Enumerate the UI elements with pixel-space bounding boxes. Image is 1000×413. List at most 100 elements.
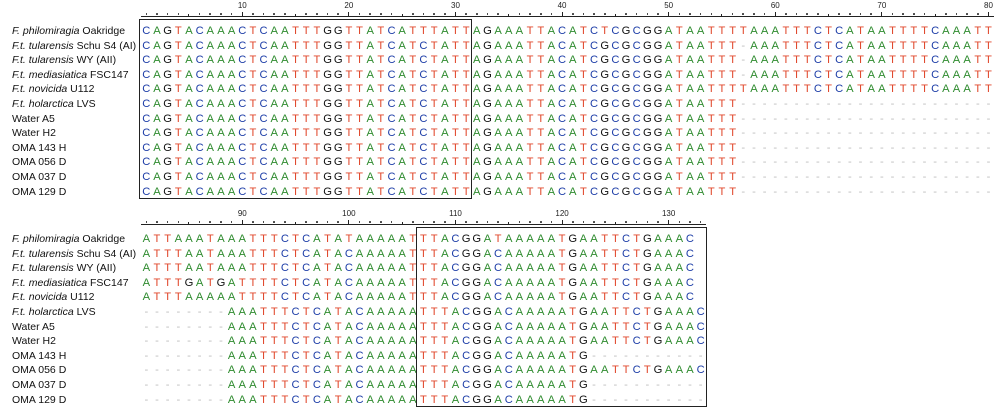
base-A: A (664, 39, 673, 52)
base-T: T (164, 233, 172, 245)
base-T: T (675, 25, 683, 37)
base-T: T (718, 98, 726, 110)
gap-base: - (155, 335, 159, 348)
species-name: F.t. holarctica (12, 306, 74, 318)
base-T: T (793, 68, 800, 81)
base-C: C (558, 185, 567, 198)
base-G: G (642, 291, 652, 304)
ruler-tick-label: 110 (449, 209, 462, 218)
base-A: A (185, 291, 193, 304)
base-T: T (526, 185, 534, 198)
base-A: A (579, 291, 588, 304)
ruler-dot (380, 13, 382, 15)
strain-name: OMA 129 D (12, 185, 67, 198)
base-T: T (281, 364, 289, 377)
base-C: C (451, 247, 460, 260)
base-A: A (526, 247, 534, 260)
ruler-tick (987, 12, 989, 17)
base-C: C (462, 393, 471, 406)
base-T: T (729, 25, 737, 37)
base-A: A (590, 291, 598, 304)
base-A: A (537, 393, 545, 406)
base-A: A (227, 25, 236, 37)
base-A: A (547, 262, 556, 275)
ruler-dot (710, 13, 713, 15)
base-G: G (483, 68, 492, 81)
base-T: T (718, 39, 726, 52)
gap-base: - (901, 185, 906, 198)
base-A: A (664, 306, 673, 318)
base-G: G (621, 39, 631, 52)
gap-base: - (975, 98, 980, 110)
gap-base: - (933, 141, 938, 154)
base-C: C (462, 349, 471, 362)
strain-name: OMA 143 H (12, 141, 67, 154)
base-T: T (430, 262, 438, 275)
base-T: T (537, 68, 545, 81)
base-C: C (387, 83, 396, 96)
base-A: A (494, 98, 502, 110)
base-T: T (675, 83, 683, 96)
base-A: A (323, 393, 332, 406)
gap-base: - (890, 112, 895, 125)
base-C: C (632, 25, 641, 37)
gap-base: - (794, 98, 799, 110)
gap-base: - (975, 141, 980, 154)
base-A: A (441, 262, 449, 275)
gap-base: - (880, 171, 884, 183)
base-T: T (601, 233, 609, 245)
base-T: T (611, 276, 619, 289)
gap-base: - (848, 171, 852, 183)
base-T: T (345, 156, 353, 169)
base-A: A (750, 39, 758, 52)
base-T: T (292, 141, 299, 154)
base-T: T (985, 83, 992, 96)
gap-base: - (848, 156, 852, 169)
gap-base: - (933, 156, 938, 169)
base-A: A (227, 68, 236, 81)
base-T: T (249, 156, 257, 169)
highlight-box (416, 227, 707, 408)
base-G: G (653, 68, 663, 81)
ruler-dot (689, 13, 691, 15)
base-T: T (377, 127, 385, 140)
base-T: T (249, 39, 257, 52)
gap-base: - (165, 364, 170, 377)
base-A: A (505, 185, 513, 198)
base-T: T (985, 39, 992, 52)
base-T: T (345, 171, 353, 183)
gap-base: - (816, 98, 820, 110)
base-A: A (441, 68, 449, 81)
base-A: A (238, 393, 246, 406)
base-A: A (142, 262, 151, 275)
base-A: A (568, 141, 577, 154)
base-A: A (195, 233, 204, 245)
base-T: T (430, 185, 438, 198)
base-A: A (600, 306, 609, 318)
strain-name: Oakridge (79, 233, 126, 245)
base-A: A (249, 320, 257, 333)
gap-base: - (826, 171, 831, 183)
base-A: A (270, 171, 278, 183)
ruler-dot (433, 13, 435, 15)
base-A: A (238, 233, 246, 245)
base-A: A (526, 233, 534, 245)
base-A: A (505, 291, 513, 304)
base-A: A (505, 171, 513, 183)
ruler-dot (252, 221, 254, 223)
gap-base: - (656, 393, 660, 406)
base-G: G (642, 185, 652, 198)
base-T: T (345, 141, 353, 154)
base-C: C (504, 393, 513, 406)
base-T: T (921, 68, 928, 81)
base-A: A (515, 156, 524, 169)
base-T: T (206, 247, 214, 260)
base-A: A (366, 379, 374, 391)
base-A: A (377, 393, 385, 406)
base-T: T (462, 25, 470, 37)
gap-base: - (752, 98, 756, 110)
